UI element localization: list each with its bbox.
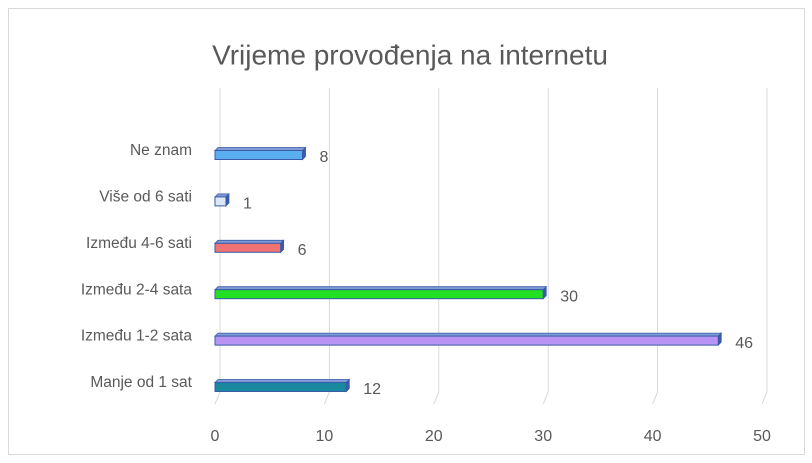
category-label: Između 2-4 sata bbox=[81, 281, 193, 298]
category-label: Manje od 1 sat bbox=[90, 374, 192, 391]
bar bbox=[214, 332, 723, 347]
value-label: 46 bbox=[735, 335, 753, 352]
bar bbox=[214, 146, 307, 161]
value-label: 30 bbox=[560, 288, 578, 305]
x-tick-label: 30 bbox=[534, 428, 552, 445]
value-label: 6 bbox=[298, 242, 307, 259]
chart-title: Vrijeme provođenja na internetu bbox=[212, 39, 608, 70]
bar bbox=[214, 239, 285, 254]
value-label: 12 bbox=[363, 381, 381, 398]
grid-line bbox=[761, 88, 768, 405]
x-tick-label: 50 bbox=[753, 428, 771, 445]
value-label: 8 bbox=[320, 149, 329, 166]
x-tick-label: 10 bbox=[316, 428, 334, 445]
bar bbox=[214, 285, 548, 300]
chart-border bbox=[8, 8, 805, 455]
grid-line bbox=[433, 88, 440, 405]
bar bbox=[214, 192, 230, 207]
bar bbox=[214, 378, 351, 393]
grid-line bbox=[652, 88, 659, 405]
category-label: Između 4-6 sati bbox=[86, 235, 192, 252]
grid-line bbox=[542, 88, 549, 405]
x-tick-label: 20 bbox=[425, 428, 443, 445]
value-label: 1 bbox=[243, 196, 252, 213]
x-tick-label: 40 bbox=[644, 428, 662, 445]
category-label: Više od 6 sati bbox=[99, 188, 192, 205]
x-tick-label: 0 bbox=[211, 428, 220, 445]
category-label: Ne znam bbox=[130, 142, 192, 159]
category-label: Između 1-2 sata bbox=[81, 328, 193, 345]
